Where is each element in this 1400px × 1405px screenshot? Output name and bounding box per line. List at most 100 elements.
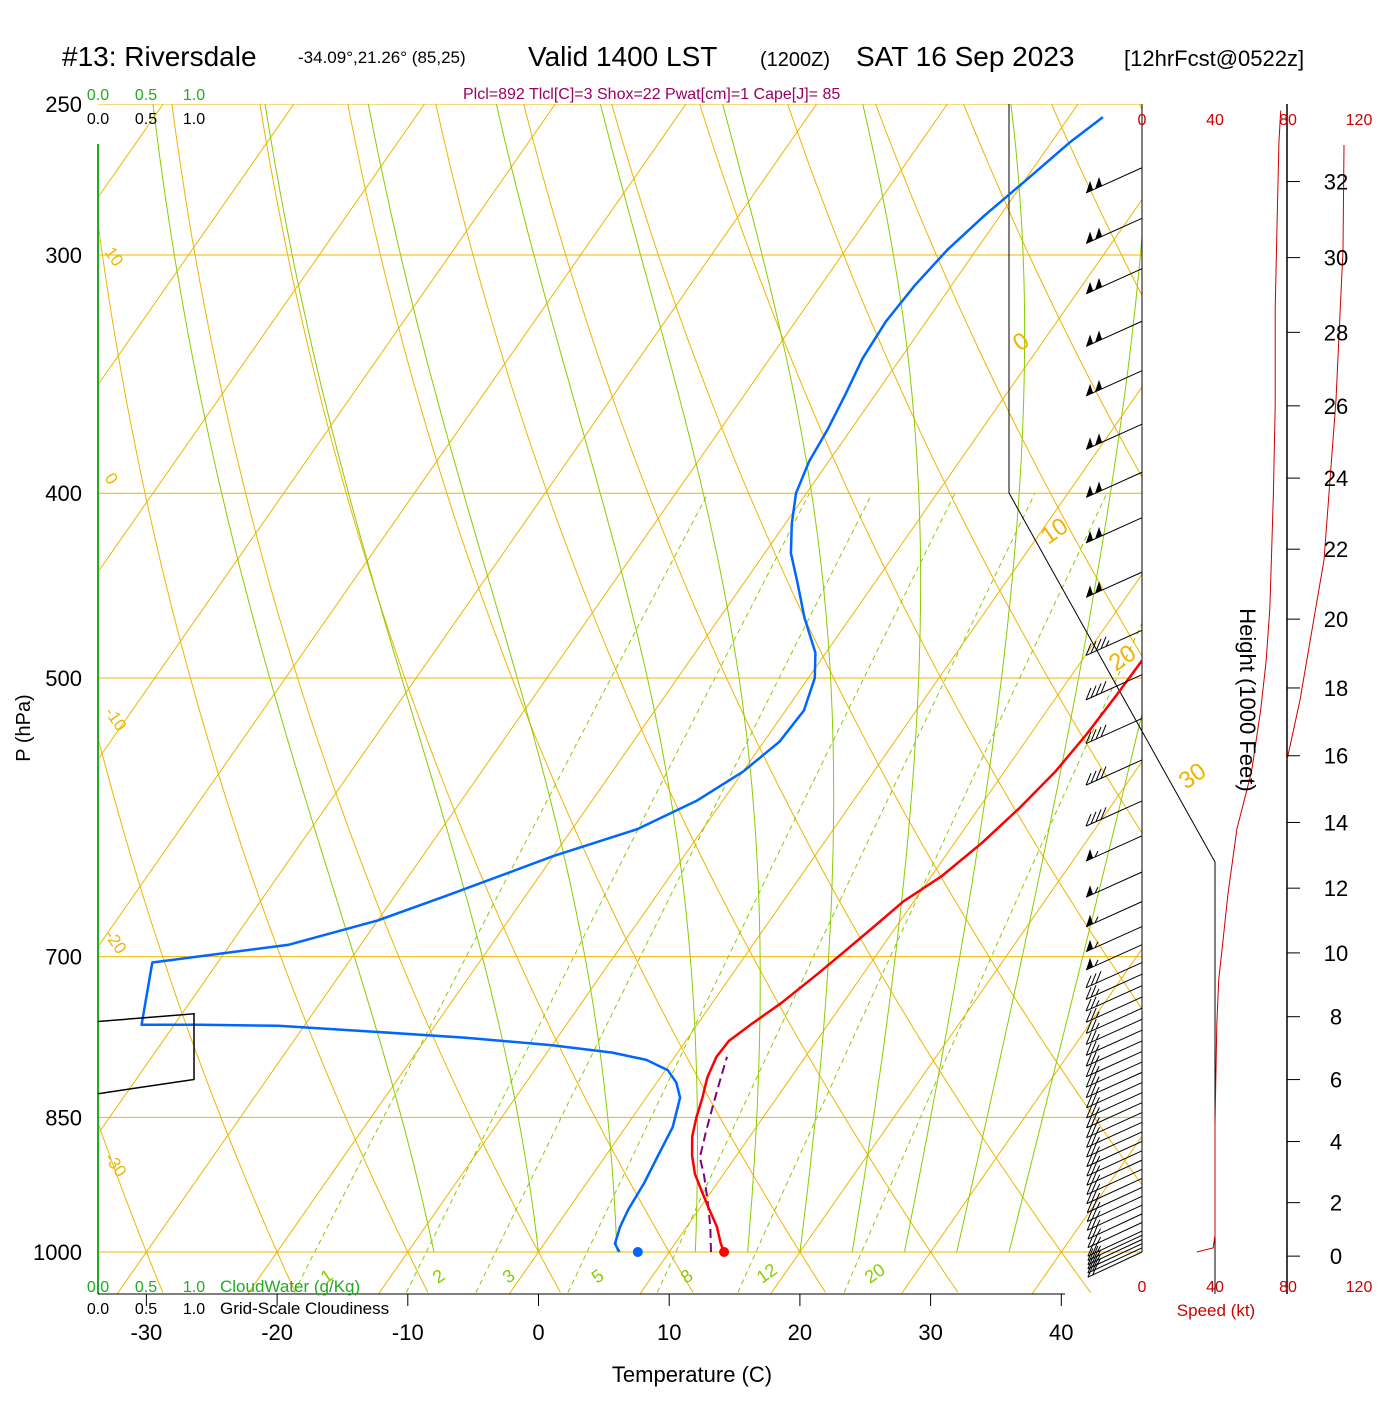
barb-half-feather xyxy=(1095,1044,1100,1052)
dry-adiabat-line xyxy=(0,70,30,1292)
height-tick-label: 20 xyxy=(1324,607,1348,632)
moist-adiabat-line xyxy=(495,104,698,1253)
barb-staff xyxy=(1085,962,1143,989)
cloudwater-title: CloudWater (g/Kg) xyxy=(220,1277,360,1296)
isotherm-line xyxy=(98,104,295,386)
barb-flag xyxy=(1095,526,1103,539)
barb-staff xyxy=(1086,1040,1143,1067)
y-tick-label: 400 xyxy=(45,481,82,506)
barb-feather xyxy=(1091,1180,1098,1193)
barb-feather xyxy=(1087,1248,1094,1261)
barb-staff xyxy=(1086,1150,1143,1177)
moist-adiabat-line xyxy=(264,104,539,1253)
isotherm-label: 30 xyxy=(1174,757,1211,794)
barb-feather xyxy=(1090,1030,1097,1043)
barb-staff xyxy=(1085,717,1143,745)
barb-feather xyxy=(1086,1105,1093,1119)
barb-feather xyxy=(1092,1224,1099,1238)
wind-speed-tick-top: 80 xyxy=(1279,112,1297,129)
barb-feather xyxy=(1092,1233,1099,1246)
barb-feather xyxy=(1085,813,1092,827)
barb-feather xyxy=(1095,638,1102,652)
barb-staff xyxy=(1085,901,1143,928)
mixing-ratio-line xyxy=(405,492,810,1293)
barb-feather xyxy=(1086,1200,1093,1213)
wind-barb xyxy=(1085,370,1143,397)
barb-staff xyxy=(1087,1251,1143,1278)
barb-half-feather xyxy=(1096,1136,1100,1144)
wind-barb xyxy=(1086,1082,1143,1109)
barb-flag xyxy=(1086,957,1094,970)
wind-barb xyxy=(1085,835,1143,862)
moist-adiabat-line xyxy=(904,104,1026,1253)
barb-feather xyxy=(1090,1018,1097,1032)
barb-flag xyxy=(1095,277,1103,290)
barb-feather xyxy=(1095,971,1102,984)
cloudwater-scale-label-top: 0.5 xyxy=(135,87,157,104)
station-title: #13: Riversdale xyxy=(62,41,257,72)
mixing-ratio-label: 8 xyxy=(677,1265,697,1287)
barb-staff xyxy=(1087,1247,1143,1274)
wind-barb xyxy=(1085,759,1143,786)
barb-staff xyxy=(1085,985,1143,1012)
height-tick-label: 10 xyxy=(1324,941,1348,966)
cloudwater-scale-label-bottom: 1.0 xyxy=(183,1279,205,1296)
barb-feather xyxy=(1091,1207,1098,1220)
barb-staff xyxy=(1086,1007,1143,1034)
wind-speed-tick-top: 0 xyxy=(1138,112,1147,129)
wind-barb xyxy=(1087,1234,1143,1261)
barb-staff xyxy=(1086,1140,1143,1168)
height-tick-label: 8 xyxy=(1330,1005,1342,1030)
isotherm-line xyxy=(508,386,1142,1294)
isotherm-line xyxy=(98,104,818,1135)
barb-half-feather xyxy=(1094,959,1099,967)
barb-staff xyxy=(1087,1243,1143,1270)
wind-speed-tick-top: 40 xyxy=(1206,112,1224,129)
moist-adiabat-line xyxy=(599,104,761,1253)
wind-barb xyxy=(1086,1195,1143,1222)
barb-staff xyxy=(1086,1092,1143,1119)
barb-half-feather xyxy=(1095,1086,1100,1094)
barb-staff xyxy=(1085,268,1143,295)
barb-feather xyxy=(1090,984,1097,998)
isotherm-line xyxy=(116,104,948,1294)
wind-barb xyxy=(1086,1168,1143,1195)
dry-adiabat-line xyxy=(611,104,1142,1186)
barb-feather xyxy=(1090,1007,1097,1021)
barb-half-feather xyxy=(1094,886,1099,894)
barb-half-feather xyxy=(1096,1107,1100,1114)
background-lines xyxy=(0,70,1142,1294)
barb-feather xyxy=(1086,1115,1093,1129)
mixing-ratio-label: 5 xyxy=(588,1265,608,1287)
barb-feather xyxy=(1100,724,1107,738)
barb-staff xyxy=(1086,1159,1143,1186)
barb-staff xyxy=(1086,1177,1143,1205)
barb-half-feather xyxy=(1095,988,1100,996)
mixing-ratio-label: 20 xyxy=(861,1259,889,1287)
barb-flag xyxy=(1086,437,1094,450)
dewpoint-profile-line xyxy=(140,116,1104,1253)
barb-flag xyxy=(1095,481,1103,494)
dry-adiabat-line xyxy=(699,104,1142,1010)
barb-feather xyxy=(1086,1154,1093,1167)
height-tick-label: 32 xyxy=(1324,170,1348,195)
dry-adiabat-line xyxy=(98,219,429,1293)
barb-staff xyxy=(1085,167,1143,194)
barb-feather xyxy=(1091,1198,1098,1211)
barb-feather xyxy=(1086,1125,1093,1138)
height-tick-label: 24 xyxy=(1324,466,1348,491)
wind-barb xyxy=(1085,629,1143,656)
wind-speed-tick-bottom: 120 xyxy=(1346,1279,1373,1296)
dry-adiabat-line xyxy=(259,104,694,1293)
barb-feather xyxy=(1090,1051,1097,1065)
wind-barb xyxy=(1085,944,1143,971)
barb-staff xyxy=(1087,1204,1143,1231)
barb-half-feather xyxy=(1096,1146,1100,1153)
mixing-ratio-line xyxy=(475,492,873,1293)
barb-feather xyxy=(1085,1053,1092,1067)
barb-flag xyxy=(1095,330,1103,343)
barb-half-feather xyxy=(1096,1165,1101,1172)
wind-speed-profile-line xyxy=(1196,110,1282,1253)
barb-feather xyxy=(1085,772,1092,786)
